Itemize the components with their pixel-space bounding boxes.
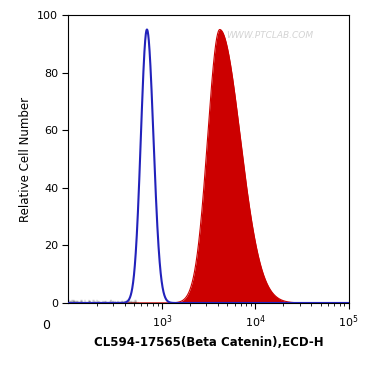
Text: WWW.PTCLAB.COM: WWW.PTCLAB.COM <box>227 31 314 40</box>
Text: 0: 0 <box>42 319 50 332</box>
X-axis label: CL594-17565(Beta Catenin),ECD-H: CL594-17565(Beta Catenin),ECD-H <box>94 335 323 349</box>
Y-axis label: Relative Cell Number: Relative Cell Number <box>18 97 31 222</box>
